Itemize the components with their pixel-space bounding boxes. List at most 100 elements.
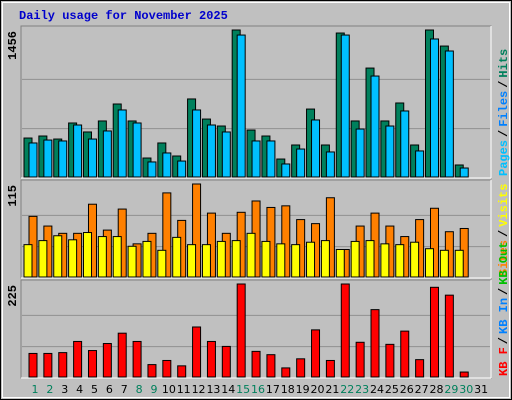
- legend-separator: /: [497, 288, 511, 295]
- day-label: 17: [266, 383, 280, 396]
- bar: [132, 340, 142, 378]
- bar: [28, 352, 38, 378]
- bar: [68, 239, 78, 278]
- bar: [58, 352, 68, 378]
- bar: [370, 309, 380, 378]
- day-label: 22: [340, 383, 354, 396]
- bar: [216, 240, 226, 278]
- legend-separator: /: [497, 81, 511, 88]
- bar: [38, 240, 48, 278]
- bar: [355, 128, 365, 178]
- bar: [53, 235, 63, 278]
- day-label: 12: [192, 383, 206, 396]
- bar: [58, 140, 68, 178]
- bar: [236, 34, 246, 178]
- bar: [340, 283, 350, 378]
- bar: [350, 240, 360, 278]
- bar: [370, 75, 380, 178]
- day-label: 9: [150, 383, 157, 396]
- day-label: 24: [370, 383, 384, 396]
- bar: [410, 241, 420, 278]
- bar: [162, 192, 172, 278]
- day-label: 26: [400, 383, 414, 396]
- bar: [429, 38, 439, 178]
- legend-separator: /: [497, 337, 511, 344]
- bar: [266, 140, 276, 178]
- day-label: 13: [206, 383, 220, 396]
- bar: [236, 283, 246, 378]
- bar: [192, 183, 202, 278]
- bar: [415, 150, 425, 178]
- graph-title: Daily usage for November 2025: [19, 9, 228, 23]
- bar: [102, 130, 112, 178]
- bar: [266, 354, 276, 378]
- day-label: 31: [474, 383, 488, 396]
- legend-entry: KB In: [497, 298, 511, 334]
- y-max-label: 225: [6, 285, 20, 307]
- bar: [385, 343, 395, 378]
- bar: [335, 249, 345, 278]
- bar: [459, 371, 469, 378]
- bar: [28, 142, 38, 178]
- bar: [221, 131, 231, 178]
- bar: [97, 236, 107, 278]
- day-label: 16: [251, 383, 265, 396]
- bar: [424, 248, 434, 278]
- bar: [251, 350, 261, 378]
- bar: [429, 286, 439, 378]
- bar: [192, 326, 202, 378]
- bar: [162, 359, 172, 378]
- bar: [23, 244, 33, 278]
- bar: [147, 364, 157, 378]
- y-max-label: 115: [6, 185, 20, 207]
- bar: [117, 332, 127, 378]
- bar: [306, 241, 316, 278]
- day-label: 20: [311, 383, 325, 396]
- bar: [415, 359, 425, 378]
- legend-entry: KB F: [497, 347, 511, 376]
- bar: [221, 345, 231, 378]
- bar: [325, 151, 335, 178]
- bar: [365, 240, 375, 278]
- bar: [281, 205, 291, 278]
- bar: [102, 343, 112, 378]
- bar: [400, 110, 410, 178]
- bar: [117, 109, 127, 178]
- bar: [261, 240, 271, 278]
- bar: [380, 243, 390, 278]
- bar: [177, 365, 187, 378]
- bar: [395, 244, 405, 278]
- bar: [454, 249, 464, 278]
- bar: [281, 367, 291, 378]
- legend-entry: Sites: [497, 240, 511, 276]
- legend-separator: /: [497, 230, 511, 237]
- day-label: 3: [61, 383, 68, 396]
- bar: [127, 245, 137, 278]
- bar: [429, 207, 439, 278]
- bar: [385, 125, 395, 178]
- bar: [206, 124, 216, 178]
- day-label: 11: [177, 383, 191, 396]
- bar: [82, 232, 92, 278]
- bar: [296, 148, 306, 178]
- bar: [439, 249, 449, 278]
- day-label: 30: [459, 383, 473, 396]
- bar: [340, 34, 350, 178]
- bar: [87, 138, 97, 178]
- bar: [192, 109, 202, 178]
- day-label: 25: [385, 383, 399, 396]
- day-label: 29: [444, 383, 458, 396]
- bar: [172, 236, 182, 278]
- bar: [246, 232, 256, 278]
- day-label: 7: [121, 383, 128, 396]
- day-label: 27: [415, 383, 429, 396]
- bar: [296, 358, 306, 378]
- bar: [400, 330, 410, 378]
- legend: KB F / KB In / KB Out: [497, 242, 511, 376]
- bar: [206, 340, 216, 378]
- legend-entry: Visits: [497, 184, 511, 227]
- bar: [147, 161, 157, 178]
- day-label: 23: [355, 383, 369, 396]
